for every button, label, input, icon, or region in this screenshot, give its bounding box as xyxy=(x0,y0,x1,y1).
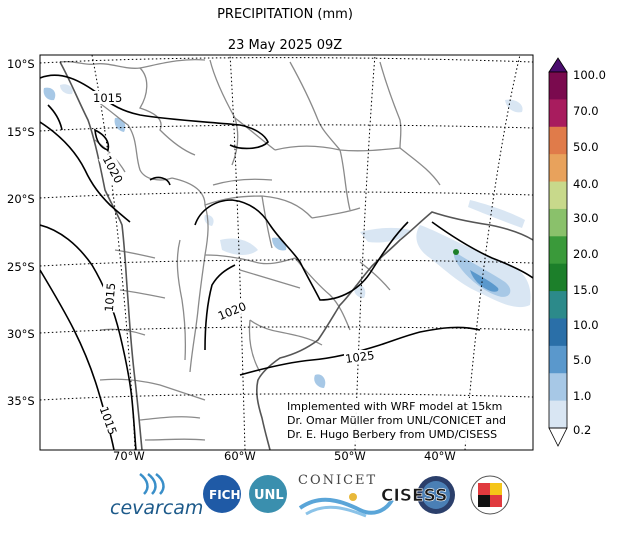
colorbar-label: 0.2 xyxy=(573,423,591,437)
logo-umd-seal xyxy=(470,475,510,515)
colorbar-label: 40.0 xyxy=(573,177,599,191)
colorbar-label: 50.0 xyxy=(573,140,599,154)
colorbar-segment xyxy=(549,208,567,237)
logo-cevarcam-text: cevarcam xyxy=(110,497,203,519)
lon-label: 40°W xyxy=(424,449,456,463)
lon-label: 60°W xyxy=(224,449,256,463)
logo-unl-text: UNL xyxy=(254,488,284,503)
lat-label: 30°S xyxy=(7,327,35,341)
logo-cisess: CISESS xyxy=(381,476,455,514)
isobar-label: 1025 xyxy=(344,348,375,366)
colorbar-segment xyxy=(549,99,567,128)
credit-line: Dr. E. Hugo Berbery from UMD/CISESS xyxy=(287,428,498,441)
logo-fich: FICH xyxy=(203,475,241,513)
lon-label: 50°W xyxy=(334,449,366,463)
colorbar-label: 10.0 xyxy=(573,318,599,332)
logo-conicet-text: CONICET xyxy=(298,473,377,488)
conicet-ribbon-icon xyxy=(305,505,367,518)
longitude-labels: 70°W 60°W 50°W 40°W xyxy=(113,449,456,463)
colorbar-label: 5.0 xyxy=(573,353,591,367)
graticule xyxy=(40,55,533,450)
colorbar-segment xyxy=(549,72,567,100)
latitude-labels: 10°S 15°S 20°S 25°S 30°S 35°S xyxy=(7,57,35,408)
colorbar-segment xyxy=(549,236,567,265)
colorbar-segment xyxy=(549,291,567,319)
colorbar: 100.0 70.0 50.0 40.0 30.0 20.0 15.0 10.0… xyxy=(548,57,606,447)
credit-line: Implemented with WRF model at 15km xyxy=(287,400,503,413)
isobar-label: 1015 xyxy=(102,282,118,312)
colorbar-segment xyxy=(549,126,567,155)
colorbar-label: 20.0 xyxy=(573,247,599,261)
lat-label: 35°S xyxy=(7,394,35,408)
logo-unl: UNL xyxy=(249,475,287,513)
country-borders xyxy=(59,58,441,441)
colorbar-segment xyxy=(549,263,567,292)
map-title: PRECIPITATION (mm) xyxy=(217,7,353,22)
colorbar-label: 30.0 xyxy=(573,211,599,225)
cevarcam-wave-icon xyxy=(139,473,165,495)
colorbar-segment xyxy=(549,318,567,347)
colorbar-label: 1.0 xyxy=(573,389,591,403)
colorbar-label: 70.0 xyxy=(573,104,599,118)
credits-bg xyxy=(283,398,523,444)
colorbar-frame xyxy=(548,71,568,429)
lat-label: 25°S xyxy=(7,260,35,274)
colorbar-segment xyxy=(549,400,567,429)
colorbar-segment xyxy=(549,345,567,374)
lat-label: 15°S xyxy=(7,125,35,139)
colorbar-segment xyxy=(549,373,567,402)
credit-line: Dr. Omar Müller from UNL/CONICET and xyxy=(287,414,507,427)
colorbar-label: 100.0 xyxy=(573,68,606,82)
lon-label: 70°W xyxy=(113,449,145,463)
colorbar-segment xyxy=(549,154,567,183)
map-border xyxy=(39,54,534,451)
colorbar-segment xyxy=(549,181,567,210)
isobar-label: 1015 xyxy=(93,91,122,105)
colorbar-max-arrow xyxy=(548,57,568,73)
map-datetime: 23 May 2025 09Z xyxy=(227,38,343,53)
logo-fich-text: FICH xyxy=(209,488,241,502)
logo-conicet: CONICET xyxy=(298,473,394,518)
coastline xyxy=(59,61,533,450)
logo-cisess-text: CISESS xyxy=(381,486,447,506)
lat-label: 10°S xyxy=(7,57,35,71)
colorbar-label: 15.0 xyxy=(573,283,599,297)
colorbar-min-arrow xyxy=(548,427,568,447)
conicet-ribbon-icon xyxy=(298,497,394,515)
logo-cevarcam: cevarcam xyxy=(110,473,203,519)
sun-icon xyxy=(349,493,357,501)
lat-label: 20°S xyxy=(7,192,35,206)
